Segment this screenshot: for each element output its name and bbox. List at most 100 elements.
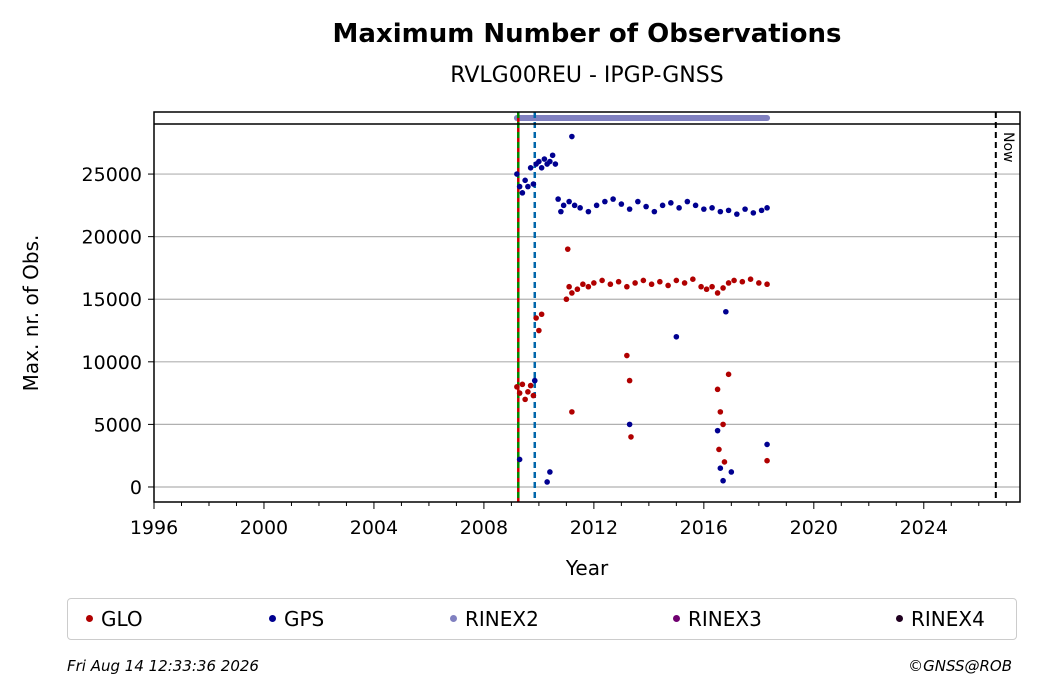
point-gps (593, 202, 600, 209)
point-glo (525, 389, 531, 395)
legend-marker-glo (86, 615, 93, 622)
point-gps (547, 158, 553, 165)
point-gps (549, 152, 556, 159)
plot-frame (153, 111, 1021, 503)
legend-item-glo: GLO (86, 607, 143, 631)
x-tick-label: 2000 (240, 517, 288, 539)
point-gps (764, 205, 770, 211)
x-tick-label: 2012 (570, 517, 618, 539)
point-glo (720, 285, 726, 291)
point-glo (626, 377, 633, 384)
point-gps (626, 206, 633, 212)
point-glo (516, 390, 523, 396)
point-gps (723, 308, 729, 315)
footer-timestamp: Fri Aug 14 12:33:36 2026 (67, 657, 259, 675)
point-gps (668, 200, 674, 206)
point-glo (628, 434, 634, 440)
legend: GLO GPS RINEX2 RINEX3 RINEX4 (67, 598, 1017, 640)
y-tick-label: 20000 (82, 227, 142, 249)
point-gps (714, 427, 721, 434)
chart-title: Maximum Number of Observations (333, 19, 842, 49)
point-glo (747, 276, 754, 283)
point-glo (725, 371, 732, 378)
legend-item-gps: GPS (269, 607, 324, 631)
point-glo (731, 277, 737, 284)
point-glo (673, 277, 680, 284)
point-gps (555, 196, 561, 202)
legend-label-gps: GPS (284, 607, 325, 631)
point-gps (673, 333, 680, 340)
point-glo (522, 396, 528, 403)
point-glo (538, 311, 545, 318)
point-glo (569, 409, 575, 415)
point-glo (632, 280, 638, 286)
point-gps (602, 198, 608, 205)
point-glo (709, 283, 715, 290)
point-glo (599, 277, 605, 284)
point-glo (580, 281, 586, 288)
point-gps (519, 190, 526, 196)
point-gps (651, 208, 658, 215)
point-gps (552, 161, 559, 167)
point-gps (742, 206, 748, 212)
point-gps (618, 201, 625, 207)
point-glo (624, 352, 630, 359)
point-gps (531, 377, 538, 384)
point-gps (560, 202, 567, 209)
point-glo (648, 281, 655, 288)
point-glo (563, 296, 570, 303)
point-gps (571, 202, 578, 209)
point-glo (564, 246, 571, 252)
point-glo (764, 457, 770, 464)
point-gps (725, 207, 732, 214)
point-gps (750, 210, 757, 216)
legend-label-glo: GLO (101, 607, 143, 631)
point-glo (725, 280, 732, 286)
point-gps (734, 211, 740, 217)
point-gps (635, 198, 641, 205)
point-gps (558, 208, 564, 215)
point-glo (574, 286, 581, 293)
point-glo (690, 276, 696, 283)
point-gps (544, 479, 550, 485)
point-gps (692, 202, 699, 209)
x-tick-label: 2020 (790, 517, 838, 539)
legend-marker-rinex3 (673, 615, 680, 622)
footer-copyright: ©GNSS@ROB (908, 657, 1012, 675)
legend-item-rinex2: RINEX2 (450, 607, 539, 631)
point-glo (714, 386, 721, 393)
legend-marker-rinex2 (450, 615, 457, 622)
point-glo (607, 281, 614, 288)
point-glo (665, 282, 671, 289)
point-gps (530, 181, 537, 187)
point-gps (538, 165, 545, 171)
y-tick-label: 5000 (94, 414, 142, 436)
y-tick-label: 15000 (82, 289, 142, 311)
point-gps (547, 469, 553, 475)
point-glo (703, 286, 710, 293)
point-gps (626, 421, 633, 428)
point-gps (516, 183, 523, 190)
point-gps (709, 205, 715, 211)
point-gps (522, 177, 528, 184)
x-tick-label: 2004 (350, 517, 398, 539)
x-tick-label: 2016 (680, 517, 728, 539)
x-tick-label: 2008 (460, 517, 508, 539)
point-glo (681, 280, 688, 286)
point-glo (527, 382, 534, 389)
chart-subtitle: RVLG00REU - IPGP-GNSS (450, 63, 723, 88)
legend-label-rinex3: RINEX3 (688, 607, 762, 631)
legend-marker-rinex4 (896, 615, 903, 622)
y-tick-label: 25000 (82, 164, 142, 186)
point-gps (527, 165, 534, 171)
point-gps (720, 477, 726, 484)
point-gps (536, 158, 542, 165)
legend-item-rinex3: RINEX3 (673, 607, 762, 631)
point-glo (569, 290, 575, 296)
point-gps (758, 207, 765, 214)
point-gps (764, 441, 770, 448)
point-gps (717, 465, 724, 472)
point-gps (610, 196, 616, 202)
point-glo (533, 315, 539, 321)
